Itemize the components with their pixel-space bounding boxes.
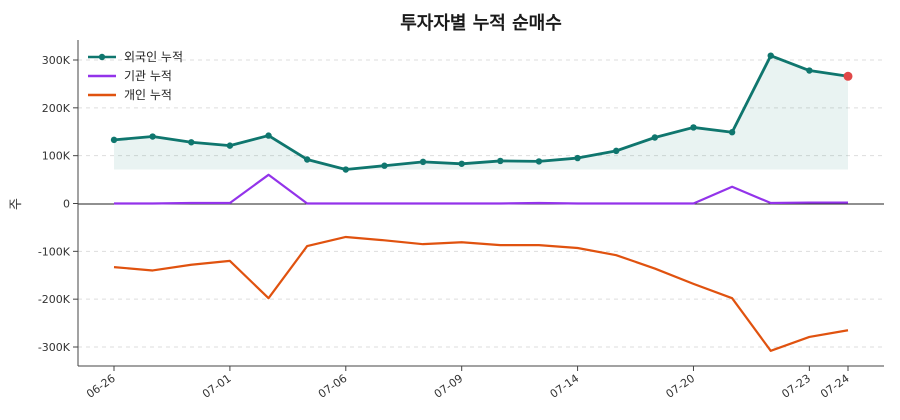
y-tick-label: 200K [42,102,71,115]
x-tick-label: 07-24 [818,372,852,401]
x-tick-label: 07-14 [548,372,582,401]
foreign-area [114,55,848,170]
data-point [728,129,736,136]
series-line [114,173,848,205]
y-tick-label: 300K [42,54,71,67]
data-point [226,142,234,149]
x-tick-label: 06-26 [84,372,118,401]
data-point [767,52,774,59]
y-tick-label: -100K [38,245,71,258]
data-point [303,156,311,163]
y-tick-label: 100K [42,150,71,163]
data-point [188,139,195,146]
grid [78,59,884,348]
data-point [458,160,465,167]
x-tick-label: 07-06 [316,372,350,401]
data-point [110,136,118,144]
x-tick-label: 07-20 [664,372,698,401]
x-ticks: 06-26 07-01 07-06 07-09 07-14 07-20 07-23 07-24 [84,366,852,401]
legend-marker [98,53,106,61]
y-tick-label: 0 [63,198,70,211]
legend-label: 외국인 누적 [124,50,183,64]
data-point [342,166,349,173]
y-ticks: 300K 200K 100K 0 -100K -200K -300K [38,54,78,354]
foreign-area-fill [114,55,848,170]
data-point [497,157,504,165]
data-point [149,133,156,140]
series-lines [110,52,853,352]
data-point [535,158,543,165]
x-tick-label: 07-01 [200,372,234,401]
x-tick-label: 07-23 [779,372,813,401]
data-point [690,124,697,131]
y-axis-label: 주 [9,198,24,210]
data-point [419,158,427,166]
data-point [265,132,272,139]
data-point [381,162,388,169]
legend-label: 개인 누적 [124,88,172,102]
last-point-marker [843,71,853,81]
y-tick-label: -300K [38,341,71,354]
data-point [651,134,659,141]
data-point [574,154,581,162]
data-point [806,67,813,74]
chart-title: 투자자별 누적 순매수 [400,13,562,34]
y-tick-label: -200K [38,293,71,306]
series-line [113,235,849,352]
legend-label: 기관 누적 [124,69,172,83]
x-tick-label: 07-09 [432,372,466,401]
series-line [113,54,849,171]
data-point [613,147,620,155]
